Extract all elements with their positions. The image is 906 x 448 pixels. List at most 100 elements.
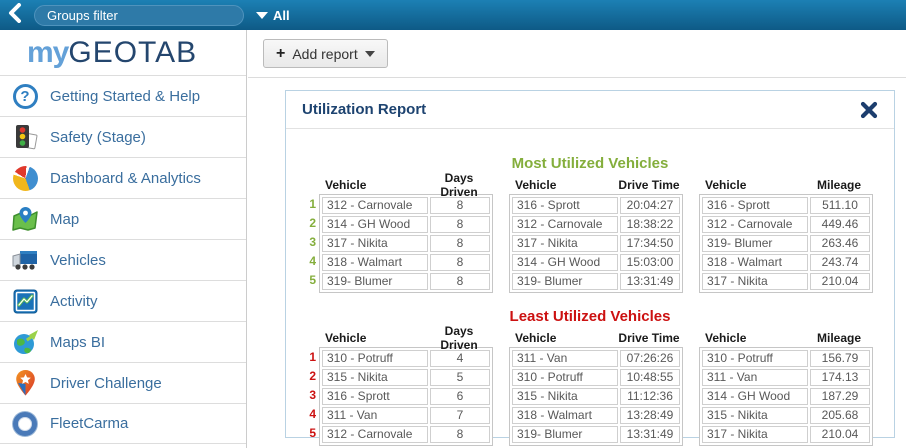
table-wrap: Vehicle Days Driven 310 - Potruff 4 315 - Ni…: [319, 324, 493, 446]
add-report-label: Add report: [292, 45, 358, 62]
fleetcarma-ring-icon: [10, 409, 40, 439]
vehicle-cell: 319- Blumer: [512, 426, 618, 443]
value-cell: 8: [430, 254, 490, 271]
vehicle-cell: 319- Blumer: [702, 235, 808, 252]
table-wrap: Vehicle Mileage 316 - Sprott 511.10 312 - Ca…: [699, 175, 873, 293]
report-table-block: Vehicle Mileage 310 - Potruff 156.79 311 - V…: [699, 328, 873, 446]
table-row: 315 - Nikita 205.68: [702, 407, 870, 424]
table-row: 316 - Sprott 511.10: [702, 197, 870, 214]
table-row: 312 - Carnovale 18:38:22: [512, 216, 680, 233]
value-cell: 11:12:36: [620, 388, 680, 405]
pie-chart-icon: [10, 163, 40, 193]
utilization-report-panel: Utilization Report Most Utilized Vehicle…: [285, 90, 895, 446]
vehicle-cell: 310 - Potruff: [512, 369, 618, 386]
table-row: 319- Blumer 263.46: [702, 235, 870, 252]
groups-filter-input[interactable]: [34, 4, 244, 26]
close-icon: [860, 101, 878, 118]
data-table: 312 - Carnovale 8 314 - GH Wood 8 317 - Niki…: [319, 194, 493, 293]
help-icon: ?: [10, 81, 40, 111]
value-cell: 511.10: [810, 197, 870, 214]
sidebar-item-getting-started[interactable]: ? Getting Started & Help: [0, 75, 246, 116]
report-table-block: 1 2 3 4 5 Vehicle Days Driven 312 - Carnovale 8 3…: [307, 171, 493, 293]
sidebar-item-safety[interactable]: Safety (Stage): [0, 116, 246, 157]
report-table-block: 1 2 3 4 5 Vehicle Days Driven 310 - Potruff 4 315…: [307, 324, 493, 446]
table-row: 311 - Van 7: [322, 407, 490, 424]
sidebar-item-label: Activity: [50, 292, 98, 310]
top-bar: All: [0, 0, 906, 30]
groups-filter-dropdown[interactable]: All: [256, 8, 290, 23]
value-cell: 8: [430, 235, 490, 252]
value-cell: 4: [430, 350, 490, 367]
column-header: Vehicle: [705, 330, 747, 345]
plus-icon: +: [276, 44, 286, 62]
table-row: 317 - Nikita 8: [322, 235, 490, 252]
vehicle-cell: 319- Blumer: [322, 273, 428, 290]
column-header: Days Driven: [440, 323, 478, 352]
table-row: 319- Blumer 13:31:49: [512, 273, 680, 290]
sidebar-item-activity[interactable]: Activity: [0, 280, 246, 321]
value-cell: 205.68: [810, 407, 870, 424]
table-row: 318 - Walmart 243.74: [702, 254, 870, 271]
value-cell: 07:26:26: [620, 350, 680, 367]
close-button[interactable]: [860, 101, 878, 119]
vehicle-cell: 316 - Sprott: [322, 388, 428, 405]
value-cell: 243.74: [810, 254, 870, 271]
sidebar-item-fleetcarma[interactable]: FleetCarma: [0, 403, 246, 444]
column-header: Vehicle: [325, 177, 367, 192]
table-row: 316 - Sprott 6: [322, 388, 490, 405]
value-cell: 8: [430, 197, 490, 214]
vehicle-cell: 311 - Van: [322, 407, 428, 424]
row-number: 2: [309, 216, 316, 230]
sidebar-item-vehicles[interactable]: Vehicles: [0, 239, 246, 280]
table-row: 310 - Potruff 10:48:55: [512, 369, 680, 386]
table-row: 314 - GH Wood 8: [322, 216, 490, 233]
sidebar-item-label: Getting Started & Help: [50, 87, 201, 105]
table-row: 315 - Nikita 11:12:36: [512, 388, 680, 405]
column-header: Vehicle: [325, 330, 367, 345]
section-title: Most Utilized Vehicles: [511, 155, 669, 172]
table-row: 311 - Van 174.13: [702, 369, 870, 386]
back-button[interactable]: [0, 0, 30, 30]
sidebar-item-label: Maps BI: [50, 333, 106, 351]
table-row: 315 - Nikita 5: [322, 369, 490, 386]
value-cell: 7: [430, 407, 490, 424]
value-cell: 8: [430, 273, 490, 290]
mygeotab-logo: my GEOTAB: [0, 30, 246, 75]
vehicle-cell: 315 - Nikita: [512, 388, 618, 405]
main-content: + Add report Utilization Report Most Uti…: [248, 30, 906, 448]
section-tables: 1 2 3 4 5 Vehicle Days Driven 310 - Potruff 4 315…: [286, 324, 894, 446]
vehicle-cell: 312 - Carnovale: [512, 216, 618, 233]
table-row: 312 - Carnovale 8: [322, 197, 490, 214]
value-cell: 8: [430, 426, 490, 443]
column-header: Vehicle: [705, 177, 747, 192]
column-header: Vehicle: [515, 177, 557, 192]
sidebar-item-label: Vehicles: [50, 251, 106, 269]
row-number: 1: [309, 350, 316, 364]
vehicle-cell: 312 - Carnovale: [702, 216, 808, 233]
section-tables: 1 2 3 4 5 Vehicle Days Driven 312 - Carnovale 8 3…: [286, 171, 894, 293]
data-table: 311 - Van 07:26:26 310 - Potruff 10:48:55 31…: [509, 347, 683, 446]
sidebar-item-label: Driver Challenge: [50, 374, 162, 392]
sidebar-item-map[interactable]: Map: [0, 198, 246, 239]
report-table-block: Vehicle Mileage 316 - Sprott 511.10 312 - Ca…: [699, 175, 873, 293]
table-wrap: Vehicle Days Driven 312 - Carnovale 8 314 - …: [319, 171, 493, 293]
activity-chart-icon: [10, 286, 40, 316]
data-table: 316 - Sprott 511.10 312 - Carnovale 449.46 3…: [699, 194, 873, 293]
table-row: 316 - Sprott 20:04:27: [512, 197, 680, 214]
value-cell: 8: [430, 216, 490, 233]
logo-geotab-text: GEOTAB: [68, 35, 198, 69]
sidebar-item-maps-bi[interactable]: Maps BI: [0, 321, 246, 362]
vehicle-cell: 311 - Van: [512, 350, 618, 367]
vehicle-cell: 318 - Walmart: [322, 254, 428, 271]
traffic-light-icon: [10, 122, 40, 152]
table-wrap: Vehicle Drive Time 316 - Sprott 20:04:27 312…: [509, 175, 683, 293]
add-report-button[interactable]: + Add report: [263, 39, 388, 68]
data-table: 310 - Potruff 156.79 311 - Van 174.13 314 - …: [699, 347, 873, 446]
table-header-row: Vehicle Days Driven: [319, 324, 493, 352]
sidebar-item-label: Safety (Stage): [50, 128, 146, 146]
sidebar-item-driver-challenge[interactable]: Driver Challenge: [0, 362, 246, 403]
sidebar-item-dashboard[interactable]: Dashboard & Analytics: [0, 157, 246, 198]
report-toolbar: + Add report: [248, 30, 906, 78]
table-wrap: Vehicle Drive Time 311 - Van 07:26:26 310 - …: [509, 328, 683, 446]
vehicle-cell: 317 - Nikita: [512, 235, 618, 252]
